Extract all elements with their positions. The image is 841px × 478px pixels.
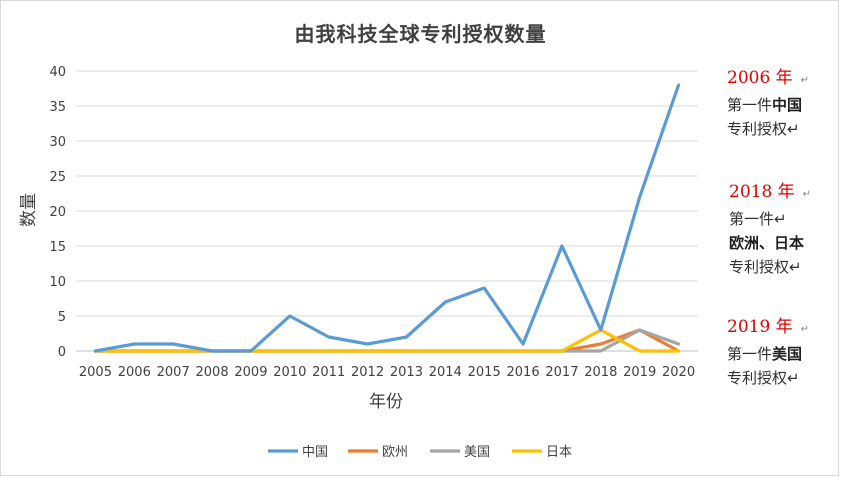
x-tick-label: 2012 <box>351 365 384 380</box>
gridlines <box>76 70 698 352</box>
y-tick-label: 20 <box>49 205 66 220</box>
x-axis-title: 年份 <box>369 392 403 412</box>
series-line-3 <box>93 328 681 353</box>
x-tick-label: 2013 <box>390 365 423 380</box>
annotation-year: 2019 年 <box>727 317 793 337</box>
y-tick-label: 30 <box>49 135 66 150</box>
y-tick-label: 10 <box>49 275 66 290</box>
x-tick-label: 2014 <box>429 365 462 380</box>
x-tick-label: 2010 <box>273 365 306 380</box>
series-lines <box>93 83 681 353</box>
legend-label: 日本 <box>546 445 572 460</box>
y-axis-title: 数量 <box>19 193 39 227</box>
series-line-0 <box>93 83 681 353</box>
y-tick-label: 25 <box>49 170 66 185</box>
annotation-2006: 2006 年 ↵ 第一件中国 专利授权↵ <box>727 68 810 138</box>
annotation-2018: 2018 年 ↵ 第一件↵ 欧洲、日本 专利授权↵ <box>729 182 812 276</box>
y-tick-label: 40 <box>49 65 66 80</box>
y-axis-ticks: 0 5 10 15 20 25 30 35 40 <box>49 65 66 360</box>
legend-item: 日本 <box>512 445 572 460</box>
legend: 中国 欧州 美国 日本 <box>268 445 572 460</box>
legend-label: 美国 <box>464 445 490 460</box>
annotation-2019: 2019 年 ↵ 第一件美国 专利授权↵ <box>727 317 810 387</box>
y-tick-label: 0 <box>58 345 66 360</box>
x-axis-ticks: 2005 2006 2007 2008 2009 2010 2011 2012 2013 2014… <box>79 365 695 380</box>
legend-item: 美国 <box>430 445 490 460</box>
x-tick-label: 2009 <box>234 365 267 380</box>
y-tick-label: 5 <box>58 310 66 325</box>
legend-item: 欧州 <box>348 445 408 460</box>
x-tick-label: 2008 <box>196 365 229 380</box>
legend-item: 中国 <box>268 445 328 460</box>
x-tick-label: 2006 <box>118 365 151 380</box>
x-tick-label: 2018 <box>584 365 617 380</box>
x-tick-label: 2017 <box>545 365 578 380</box>
x-tick-label: 2015 <box>468 365 501 380</box>
y-tick-label: 15 <box>49 240 66 255</box>
x-tick-label: 2020 <box>662 365 695 380</box>
annotation-year: 2006 年 <box>727 68 793 88</box>
annotation-year: 2018 年 <box>729 182 795 202</box>
x-tick-label: 2016 <box>507 365 540 380</box>
chart-title: 由我科技全球专利授权数量 <box>294 22 547 46</box>
x-tick-label: 2011 <box>312 365 345 380</box>
x-tick-label: 2007 <box>157 365 190 380</box>
x-tick-label: 2019 <box>623 365 656 380</box>
legend-label: 欧州 <box>382 445 408 460</box>
legend-label: 中国 <box>302 445 328 460</box>
y-tick-label: 35 <box>49 100 66 115</box>
x-tick-label: 2005 <box>79 365 112 380</box>
